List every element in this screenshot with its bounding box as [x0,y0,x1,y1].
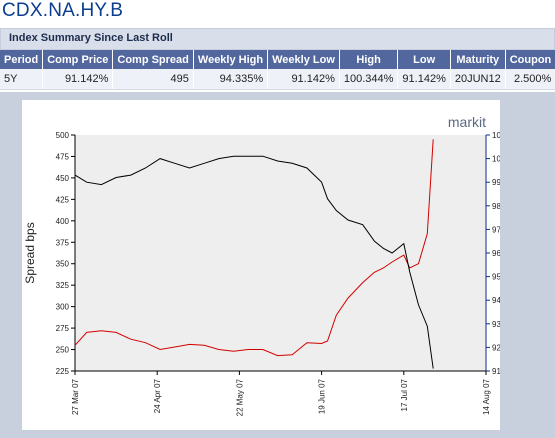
y2-tick-label: 95 [492,273,500,282]
y2-tick-label: 94 [492,296,500,305]
x-tick-label: 22 May 07 [235,378,244,416]
x-tick-label: 24 Apr 07 [153,378,162,413]
column-header: Weekly High [193,50,269,69]
left-axis: 225 250 275 300 325 350 375 400 425 450 475 500 [56,131,76,376]
y2-tick-label: 96 [492,249,500,258]
x-tick-label: 19 Jun 07 [318,378,327,414]
table-cell: 2.500% [505,69,555,90]
table-header-row: Period Comp Price Comp Spread Weekly Hig… [0,50,555,69]
column-header: High [339,50,399,69]
column-header: Comp Spread [112,50,194,69]
y-tick-label: 225 [56,367,70,376]
price-series-line [74,155,434,369]
section-header: Index Summary Since Last Roll [0,28,555,50]
table-cell: 5Y [0,69,44,90]
column-header: Weekly Low [267,50,340,69]
y-tick-label: 350 [56,260,70,269]
y-tick-label: 475 [56,152,70,161]
y2-tick-label: 91 [492,367,500,376]
x-tick-label: 17 Jul 07 [400,378,409,411]
y2-tick-label: 100 [492,155,500,164]
y-tick-label: 325 [56,281,70,290]
y2-tick-label: 98 [492,202,500,211]
column-header: Period [0,50,44,69]
column-header: Low [397,50,451,69]
right-axis: 91 92 93 94 95 96 97 98 99 100 101 [485,131,500,376]
y-tick-label: 250 [56,346,70,355]
table-cell: 94.335% [193,69,269,90]
table-cell: 20JUN12 [450,69,506,90]
y2-tick-label: 101 [492,131,500,140]
y-tick-label: 500 [56,131,70,140]
y2-tick-label: 99 [492,178,500,187]
y-tick-label: 400 [56,217,70,226]
y2-tick-label: 97 [492,225,500,234]
plot-background [75,135,486,371]
y2-tick-label: 93 [492,320,500,329]
y2-tick-label: 92 [492,343,500,352]
column-header: Coupon [505,50,555,69]
y-tick-label: 275 [56,324,70,333]
x-tick-label: 14 Aug 07 [482,378,491,415]
column-header: Comp Price [42,50,114,69]
table-cell: 100.344% [339,69,399,90]
y-tick-label: 300 [56,303,70,312]
spread-series-line [74,139,434,357]
table-cell: 495 [112,69,194,90]
x-tick-label: 27 Mar 07 [71,378,80,415]
table-cell: 91.142% [267,69,340,90]
index-summary-table: Period Comp Price Comp Spread Weekly Hig… [0,50,555,90]
y-tick-label: 375 [56,238,70,247]
x-axis: 27 Mar 07 24 Apr 07 22 May 07 19 Jun 07 17 J… [71,370,491,416]
column-header: Maturity [450,50,506,69]
y-tick-label: 425 [56,195,70,204]
markit-logo: markit [448,114,486,130]
page-title: CDX.NA.HY.B [2,0,124,21]
table-cell: 91.142% [42,69,114,90]
table-row: 5Y 91.142% 495 94.335% 91.142% 100.344% … [0,69,555,90]
section-title: Index Summary Since Last Roll [9,32,173,44]
table-cell: 91.142% [397,69,451,90]
y-tick-label: 450 [56,174,70,183]
chart-series [74,139,434,369]
y-axis-label: Spread bps [23,222,37,283]
